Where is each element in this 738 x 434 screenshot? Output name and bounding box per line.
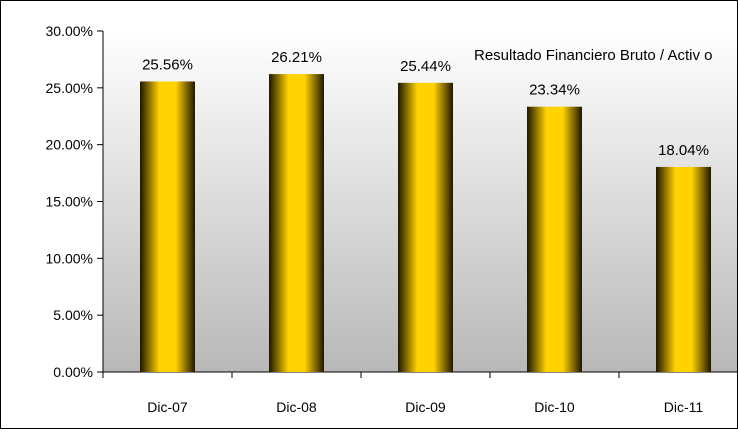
x-tick-label: Dic-08 bbox=[276, 399, 317, 415]
data-label: 25.44% bbox=[400, 58, 451, 75]
y-tick-label: 0.00% bbox=[53, 364, 93, 380]
bar bbox=[656, 166, 711, 372]
x-tick-label: Dic-09 bbox=[405, 399, 446, 415]
data-label: 23.34% bbox=[529, 82, 580, 99]
data-label: 26.21% bbox=[271, 49, 322, 66]
y-tick-label: 15.00% bbox=[46, 194, 93, 210]
chart-title: Resultado Financiero Bruto / Activ o bbox=[474, 47, 712, 64]
labels: 0.00% 5.00% 10.00% 15.00% 20.00% 25.00% 30.00%… bbox=[46, 23, 709, 415]
x-tick-label: Dic-10 bbox=[534, 399, 575, 415]
bar bbox=[398, 82, 453, 372]
bar bbox=[527, 106, 582, 373]
y-tick-label: 5.00% bbox=[53, 307, 93, 323]
bar bbox=[269, 74, 324, 373]
data-label: 25.56% bbox=[142, 56, 193, 73]
y-tick-label: 20.00% bbox=[46, 137, 93, 153]
y-tick-label: 10.00% bbox=[46, 250, 93, 266]
bars bbox=[140, 74, 711, 373]
x-tick-label: Dic-11 bbox=[664, 399, 704, 415]
y-tick-label: 25.00% bbox=[46, 80, 93, 96]
bar bbox=[140, 81, 195, 372]
x-tick-label: Dic-07 bbox=[147, 399, 188, 415]
y-tick-label: 30.00% bbox=[46, 23, 93, 39]
data-label: 18.04% bbox=[658, 142, 709, 159]
